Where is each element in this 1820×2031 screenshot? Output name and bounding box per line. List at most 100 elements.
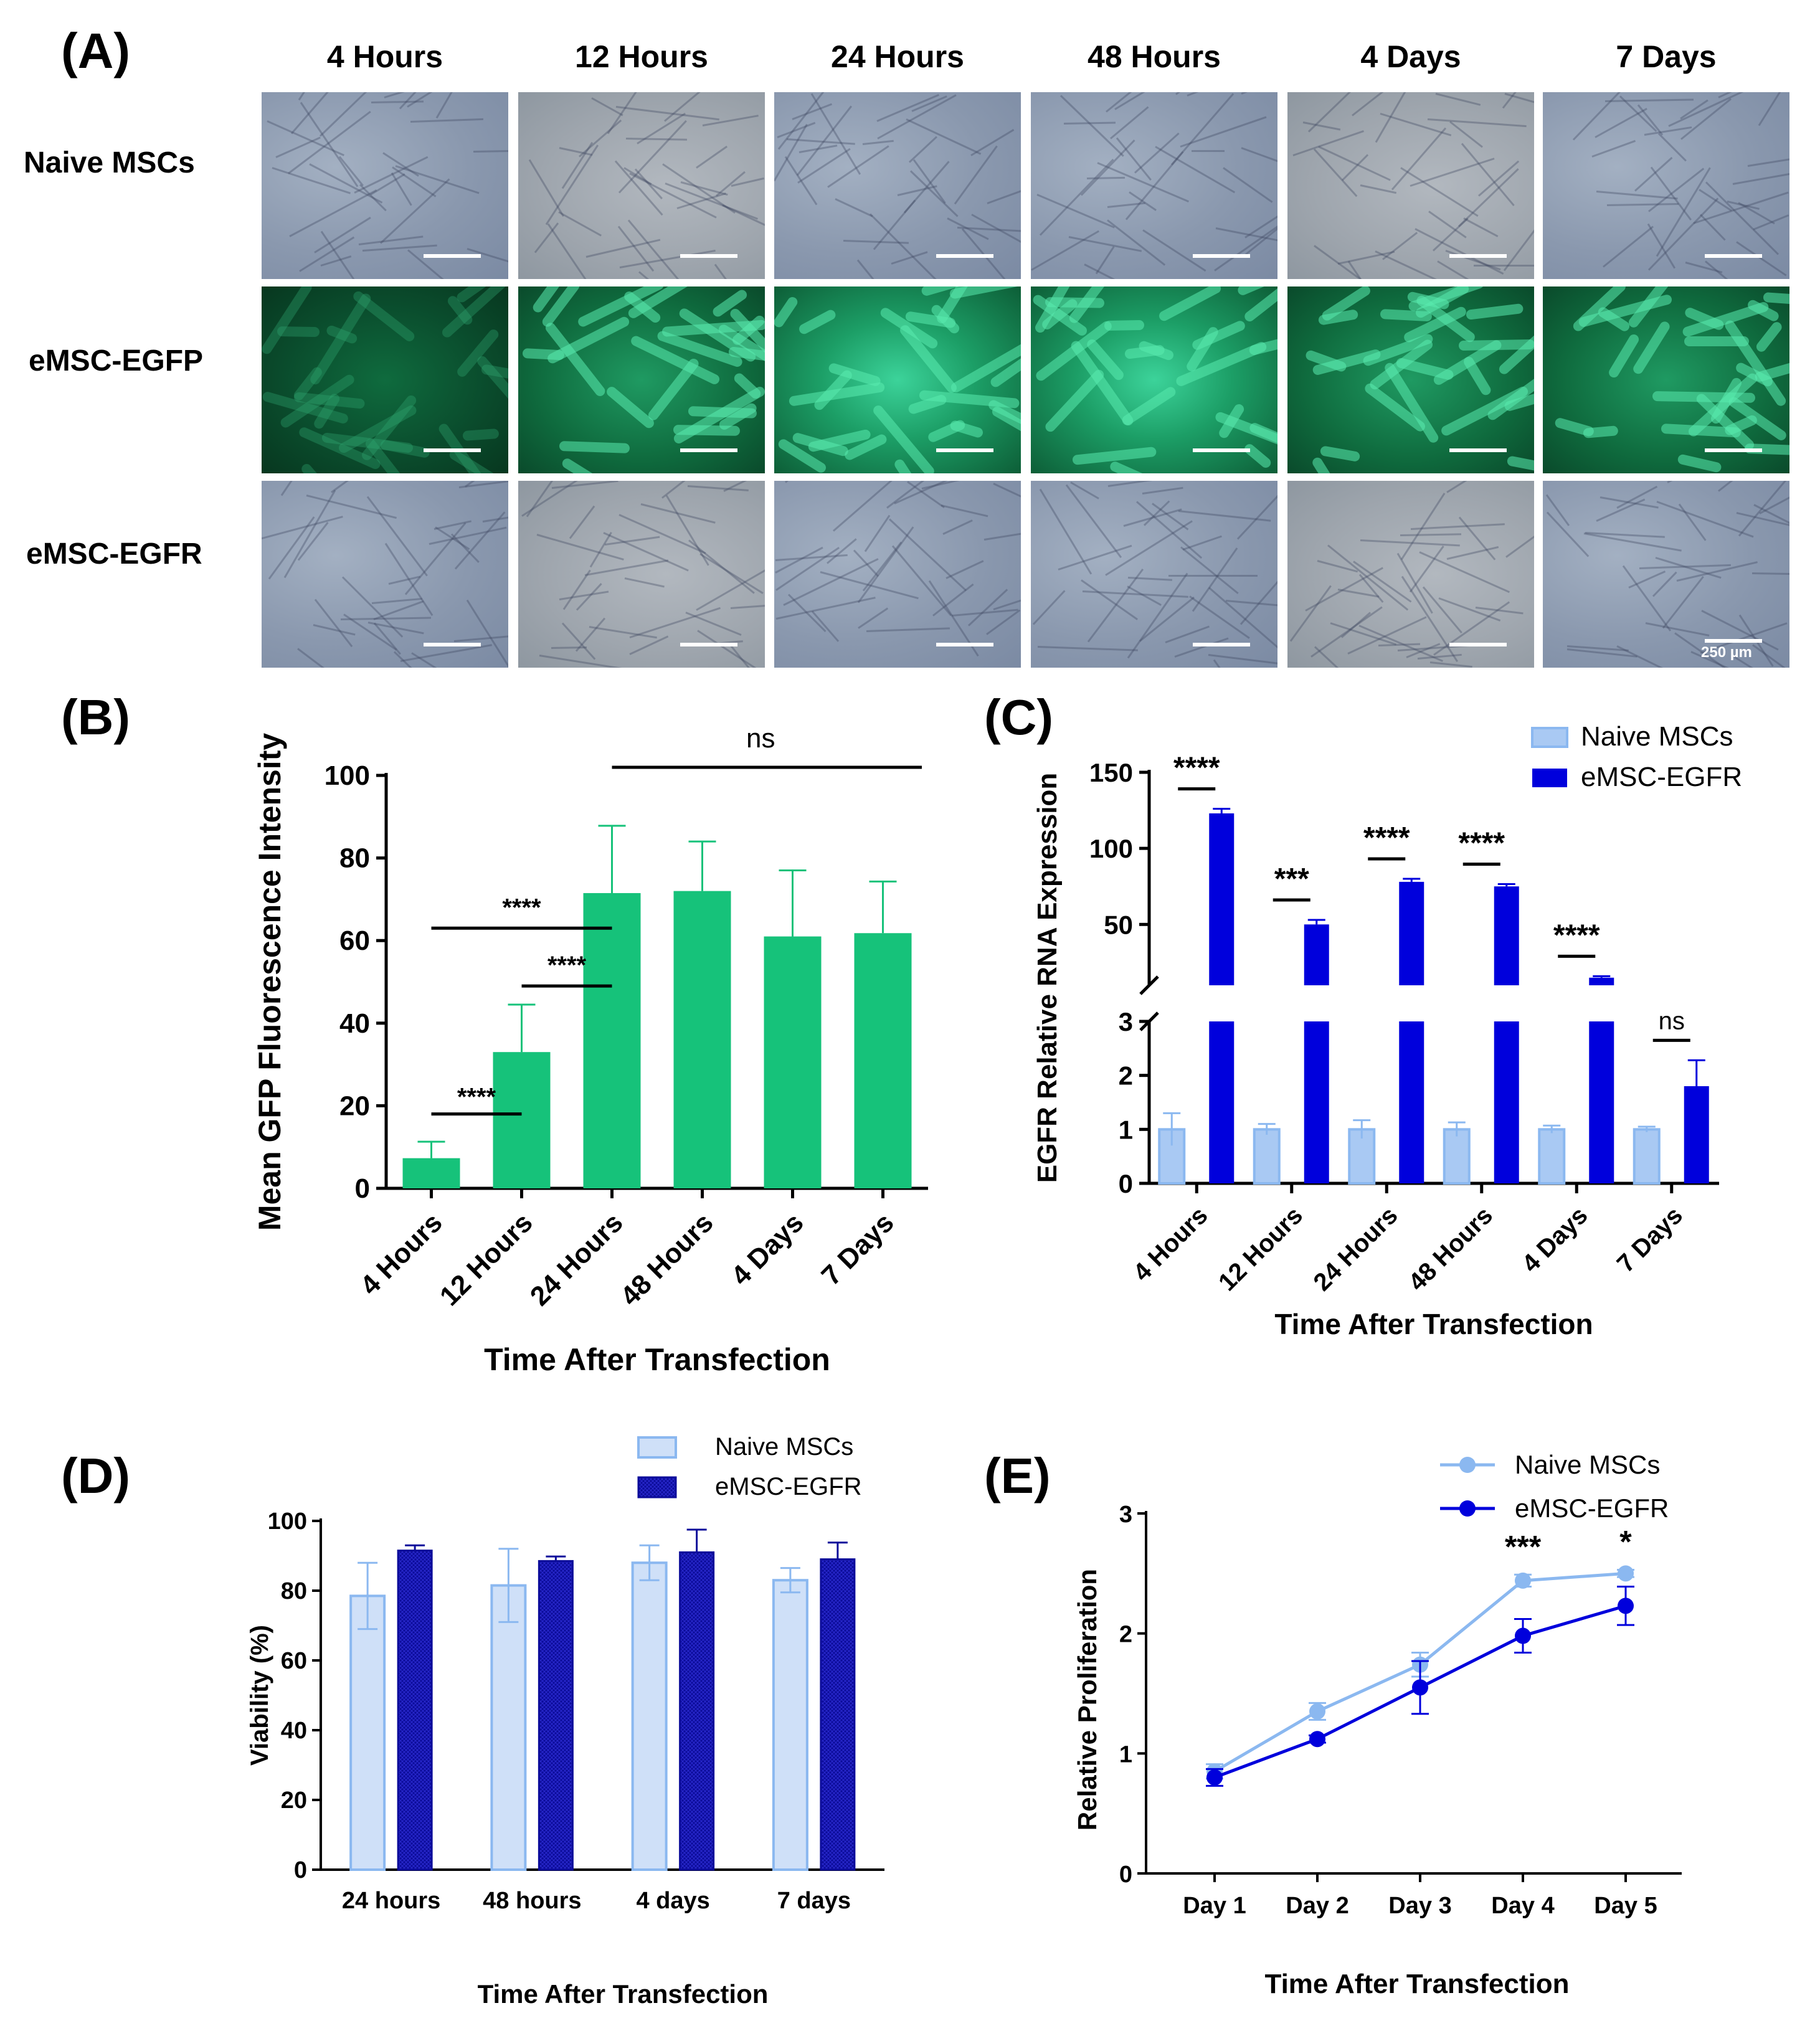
x-tick-label-7-days: 7 days <box>777 1888 851 1914</box>
cell-texture <box>1409 545 1444 593</box>
cell-texture <box>585 239 661 258</box>
legend-swatch-emsc <box>637 1476 677 1498</box>
cell-texture <box>1419 551 1510 594</box>
x-tick-label-48-hours: 48 Hours <box>1403 1201 1498 1296</box>
scale-bar <box>1449 448 1507 452</box>
cell-texture <box>1241 147 1277 182</box>
cell-texture <box>1758 92 1781 126</box>
panel-a-label: (A) <box>61 23 131 78</box>
cell-texture <box>289 189 377 237</box>
y-tick-label: 50 <box>1104 910 1133 939</box>
column-header-12-hours: 12 Hours <box>575 39 708 74</box>
cell-texture <box>1120 385 1178 427</box>
x-tick-label-24-hours: 24 Hours <box>524 1207 629 1312</box>
x-tick-label-24-hours: 24 hours <box>342 1888 440 1914</box>
bar-48-hours <box>673 891 731 1188</box>
x-tick-label-12-hours: 12 Hours <box>1213 1201 1308 1296</box>
cell-texture <box>1736 241 1787 277</box>
cell-texture <box>661 481 714 499</box>
bar-emsc-4-hours-lower <box>1209 1021 1235 1183</box>
micrograph-emsc-egfp-4-days <box>1287 286 1534 473</box>
cell-texture <box>1318 146 1391 181</box>
cell-texture <box>1187 92 1226 97</box>
cell-texture <box>983 531 1021 541</box>
y-axis-title: Mean GFP Fluorescence Intensity <box>252 733 287 1231</box>
cell-texture <box>551 646 587 649</box>
y-tick-label: 80 <box>339 843 370 874</box>
y-tick-label: 2 <box>1119 1622 1132 1648</box>
cell-texture <box>1595 108 1647 138</box>
cell-texture <box>1463 217 1499 237</box>
x-tick-label-4-hours: 4 Hours <box>354 1207 448 1300</box>
cell-texture <box>833 481 913 532</box>
legend-label-naive: Naive MSCs <box>1581 721 1733 752</box>
x-tick-label-4-days: 4 days <box>636 1888 709 1914</box>
bar-emsc-7-days <box>1684 1086 1709 1183</box>
scale-bar <box>936 643 993 646</box>
cell-texture <box>1142 229 1206 272</box>
cell-texture <box>835 198 873 217</box>
cell-texture <box>886 481 957 509</box>
data-point-emsc-egfr <box>1412 1679 1428 1696</box>
column-header-4-days: 4 Days <box>1360 39 1461 74</box>
cell-texture <box>993 483 1021 506</box>
y-tick-label: 100 <box>1089 834 1133 863</box>
cell-texture <box>1506 455 1534 473</box>
cell-texture <box>1427 118 1527 128</box>
scale-bar <box>424 643 481 646</box>
significance-label: **** <box>547 952 587 979</box>
cell-texture <box>1302 121 1341 131</box>
cell-texture <box>1747 150 1789 167</box>
cell-texture <box>1662 575 1704 629</box>
legend-label-naive: Naive MSCs <box>715 1433 853 1461</box>
x-tick-label-12-hours: 12 Hours <box>434 1207 539 1312</box>
cell-texture <box>1415 228 1504 275</box>
cell-texture <box>862 140 894 145</box>
y-axis-title: Viability (%) <box>246 1625 273 1766</box>
cell-texture <box>906 118 982 155</box>
cell-texture <box>629 635 669 655</box>
cell-texture <box>1142 486 1183 495</box>
cell-texture <box>1668 92 1755 127</box>
cell-texture <box>688 406 757 419</box>
cell-texture <box>1174 637 1229 658</box>
x-tick-label-day-5: Day 5 <box>1594 1893 1657 1919</box>
y-tick-label: 20 <box>281 1787 307 1814</box>
cell-texture <box>986 609 1021 635</box>
micrograph-emsc-egfr-12-hours <box>518 481 765 668</box>
cell-texture <box>1474 265 1534 267</box>
cell-texture <box>1114 92 1175 110</box>
cell-texture <box>1127 572 1188 659</box>
significance-label: ns <box>746 723 775 754</box>
cell-texture <box>280 481 335 496</box>
y-tick-label: 3 <box>1119 1007 1133 1036</box>
x-tick-label-day-1: Day 1 <box>1183 1893 1246 1919</box>
cell-texture <box>467 248 508 275</box>
cell-texture <box>787 594 827 632</box>
x-tick-label-day-4: Day 4 <box>1491 1893 1554 1919</box>
cell-texture <box>1718 481 1761 492</box>
cell-texture <box>1168 575 1258 577</box>
y-tick-label: 100 <box>268 1508 307 1535</box>
cell-texture <box>1685 262 1723 273</box>
cell-texture <box>297 648 380 668</box>
y-tick-label: 60 <box>339 926 370 956</box>
y-axis-title: EGFR Relative RNA Expression <box>1034 773 1063 1183</box>
cell-texture <box>1213 659 1235 668</box>
cell-texture <box>1446 481 1534 493</box>
cell-texture <box>314 599 353 648</box>
cell-texture <box>558 211 602 237</box>
data-point-naive-mscs <box>1618 1565 1634 1582</box>
data-point-emsc-egfr <box>1206 1769 1223 1786</box>
y-tick-label: 20 <box>339 1091 370 1121</box>
cell-texture <box>341 576 404 638</box>
bar-24-hours <box>583 892 641 1188</box>
x-tick-label-4-hours: 4 Hours <box>1128 1201 1213 1286</box>
cell-texture <box>1180 116 1267 148</box>
legend-marker-emsc <box>1459 1500 1476 1517</box>
cell-texture <box>351 289 417 344</box>
scale-bar <box>1705 448 1762 452</box>
cell-texture <box>1084 263 1129 279</box>
cell-texture <box>569 505 595 539</box>
cell-texture <box>1214 219 1277 272</box>
